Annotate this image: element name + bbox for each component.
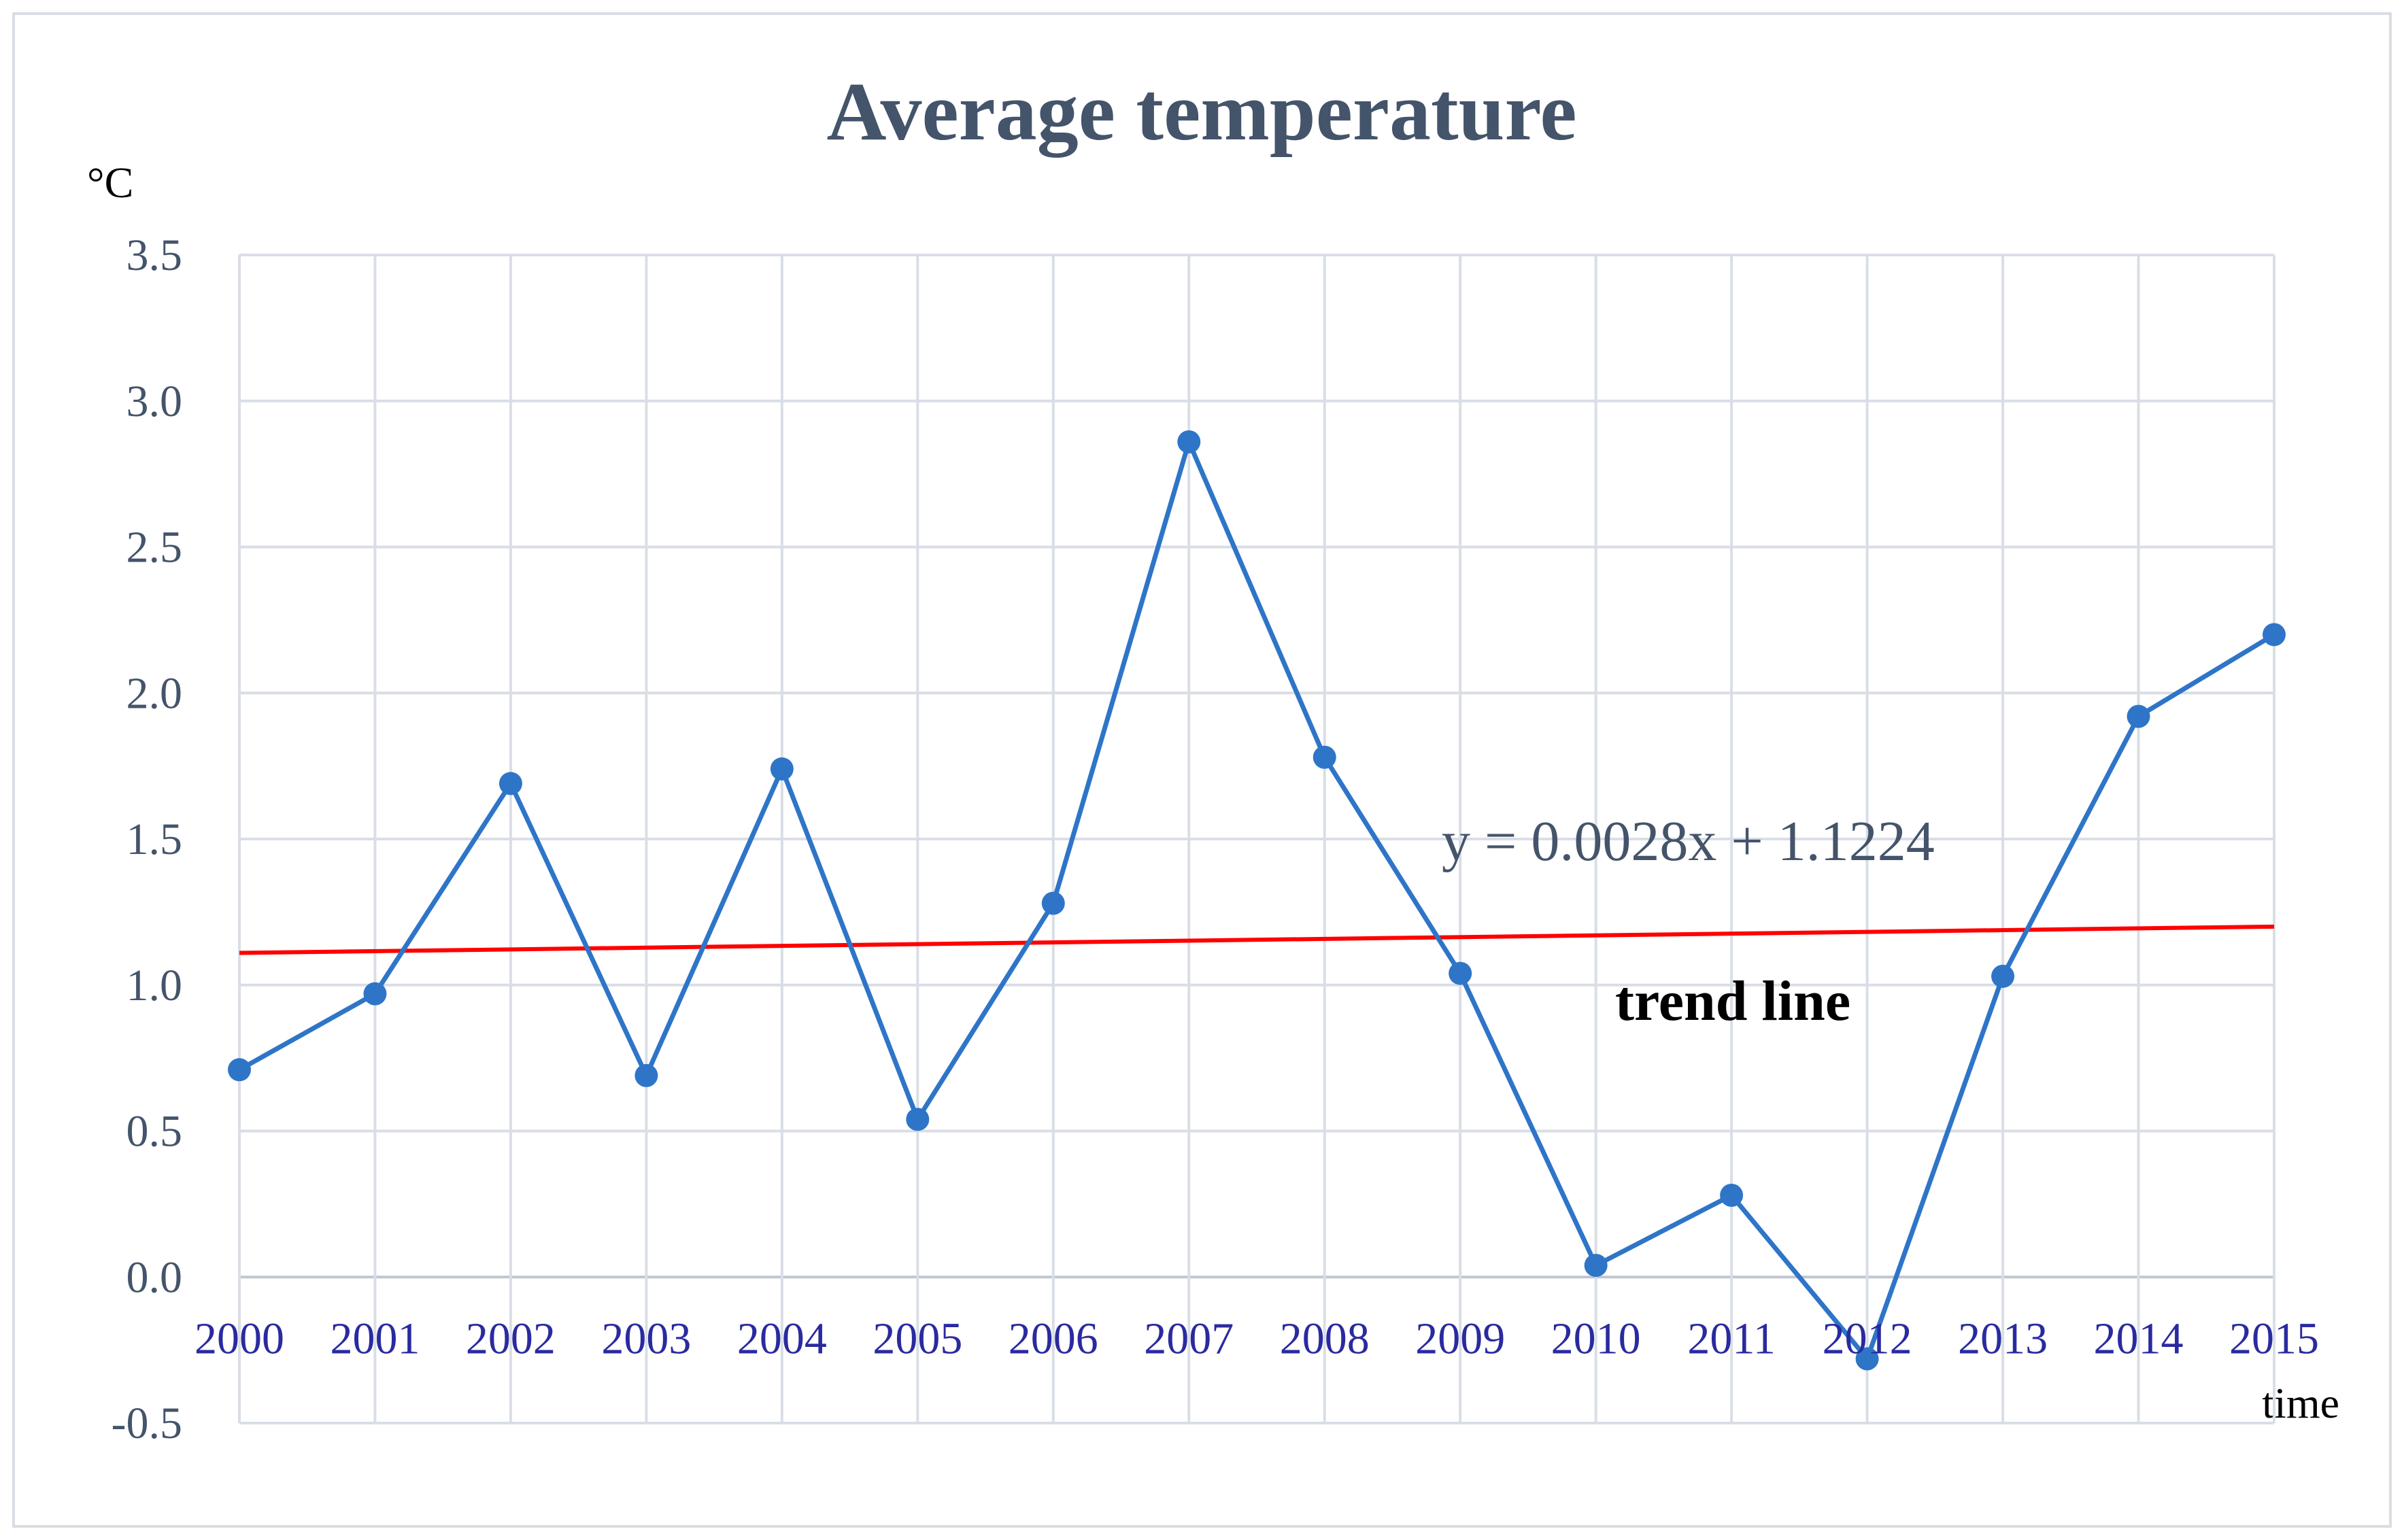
x-tick-label: 2005 [873, 1314, 962, 1363]
data-point [2263, 623, 2286, 647]
data-point [1720, 1183, 1744, 1207]
y-tick-label: 3.5 [126, 230, 183, 280]
data-point [1177, 430, 1201, 454]
x-tick-label: 2004 [737, 1314, 827, 1363]
trendline-label: trend line [1615, 970, 1850, 1033]
x-tick-label: 2014 [2094, 1314, 2184, 1363]
y-tick-label: -0.5 [112, 1399, 182, 1448]
y-tick-label: 0.0 [126, 1252, 183, 1302]
x-tick-label: 2015 [2229, 1314, 2319, 1363]
x-tick-label: 2011 [1687, 1314, 1776, 1363]
x-tick-label: 2008 [1280, 1314, 1370, 1363]
x-tick-label: 2003 [601, 1314, 691, 1363]
y-tick-label: 2.0 [126, 668, 183, 718]
x-tick-label: 2000 [194, 1314, 284, 1363]
data-point [1855, 1347, 1879, 1371]
x-tick-label: 2012 [1823, 1314, 1912, 1363]
y-tick-label: 1.0 [126, 961, 183, 1010]
data-point [498, 772, 522, 795]
data-point [2127, 704, 2150, 728]
chart-frame [12, 12, 2392, 1528]
data-point [1991, 964, 2015, 988]
chart-title: Average temperature [826, 66, 1576, 158]
y-tick-label: 0.5 [126, 1107, 183, 1157]
data-point [634, 1063, 658, 1087]
data-point [770, 757, 794, 781]
x-tick-label: 2010 [1551, 1314, 1641, 1363]
x-tick-label: 2002 [466, 1314, 556, 1363]
series-line [238, 439, 2275, 1362]
data-point [1584, 1254, 1608, 1278]
y-axis-unit: °C [87, 158, 133, 207]
data-point [906, 1108, 930, 1131]
x-tick-label: 2013 [1958, 1314, 2048, 1363]
x-tick-label: 2009 [1415, 1314, 1505, 1363]
data-point [1449, 961, 1472, 985]
x-tick-label: 2006 [1009, 1314, 1098, 1363]
data-point [1041, 891, 1065, 915]
x-tick-label: 2007 [1144, 1314, 1234, 1363]
data-point [228, 1058, 251, 1082]
data-point [1313, 745, 1336, 769]
y-tick-label: 3.0 [126, 377, 183, 426]
data-point [363, 982, 387, 1006]
y-tick-label: 1.5 [126, 815, 183, 864]
x-tick-label: 2001 [330, 1314, 420, 1363]
y-tick-label: 2.5 [126, 523, 183, 572]
trendline-equation: y = 0.0028x + 1.1224 [1442, 810, 1935, 873]
trendline [239, 924, 2275, 955]
